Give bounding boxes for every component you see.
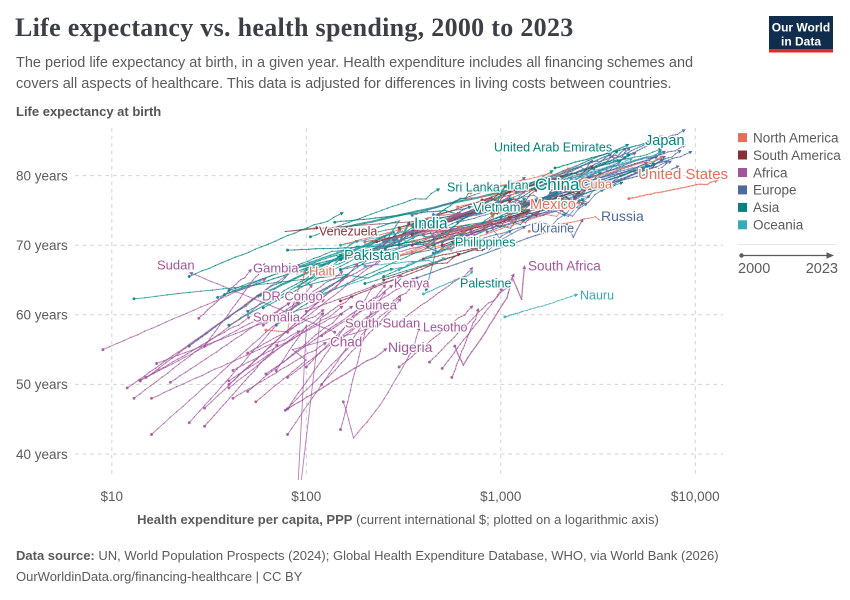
svg-text:Asia: Asia [753,200,780,215]
svg-text:covers all aspects of healthca: covers all aspects of healthcare. This d… [16,76,672,92]
svg-text:Our World: Our World [772,21,830,35]
svg-text:2000: 2000 [738,261,770,277]
svg-text:$100: $100 [291,489,321,504]
svg-text:Guinea: Guinea [355,298,398,313]
svg-text:Russia: Russia [601,208,644,224]
svg-text:South America: South America [753,148,841,163]
svg-text:Philippines: Philippines [455,235,515,249]
svg-text:Cuba: Cuba [581,177,613,192]
svg-text:Lesotho: Lesotho [423,320,468,334]
svg-text:Gambia: Gambia [253,261,299,276]
svg-text:Vietnam: Vietnam [473,200,520,215]
svg-text:40 years: 40 years [16,447,68,462]
svg-text:South Sudan: South Sudan [345,316,420,331]
svg-text:Chad: Chad [330,335,362,350]
svg-text:60 years: 60 years [16,308,68,323]
svg-text:Iran: Iran [507,178,529,192]
svg-text:Kenya: Kenya [394,276,429,290]
svg-text:Sri Lanka: Sri Lanka [447,180,500,194]
svg-text:Ukraine: Ukraine [531,221,574,235]
svg-text:50 years: 50 years [16,377,68,392]
svg-text:OurWorldinData.org/financing-h: OurWorldinData.org/financing-healthcare … [16,569,303,584]
svg-text:Health expenditure per capita,: Health expenditure per capita, PPP (curr… [137,512,659,527]
svg-text:Africa: Africa [753,165,788,180]
svg-text:Haiti: Haiti [309,264,335,279]
svg-text:in Data: in Data [781,35,821,49]
svg-text:North America: North America [753,130,839,145]
svg-text:Data source: UN, World Populat: Data source: UN, World Population Prospe… [16,548,719,563]
svg-text:$10,000: $10,000 [671,489,720,504]
svg-text:United States: United States [638,166,728,183]
svg-text:United Arab Emirates: United Arab Emirates [494,140,612,154]
svg-text:Sudan: Sudan [157,258,195,273]
svg-text:Somalia: Somalia [253,310,301,325]
svg-text:70 years: 70 years [16,238,68,253]
svg-text:80 years: 80 years [16,168,68,183]
svg-text:India: India [414,215,448,232]
svg-text:Life expectancy at birth: Life expectancy at birth [16,104,161,119]
svg-text:China: China [535,175,580,194]
svg-text:Pakistan: Pakistan [344,248,400,264]
svg-text:Japan: Japan [645,133,685,149]
svg-text:Europe: Europe [753,183,797,198]
svg-text:Venezuela: Venezuela [319,224,377,238]
svg-text:South Africa: South Africa [528,259,601,274]
svg-text:Mexico: Mexico [530,197,576,213]
svg-text:DR Congo: DR Congo [262,289,323,304]
svg-text:$1,000: $1,000 [480,489,521,504]
svg-text:Life expectancy vs. health spe: Life expectancy vs. health spending, 200… [15,13,574,42]
svg-text:$10: $10 [101,489,124,504]
svg-text:2023: 2023 [806,261,838,277]
svg-text:Oceania: Oceania [753,218,804,233]
svg-text:The period life expectancy at: The period life expectancy at birth, in … [16,55,693,71]
svg-text:Nigeria: Nigeria [388,339,433,355]
svg-text:Palestine: Palestine [460,276,511,290]
svg-text:Nauru: Nauru [580,288,614,302]
